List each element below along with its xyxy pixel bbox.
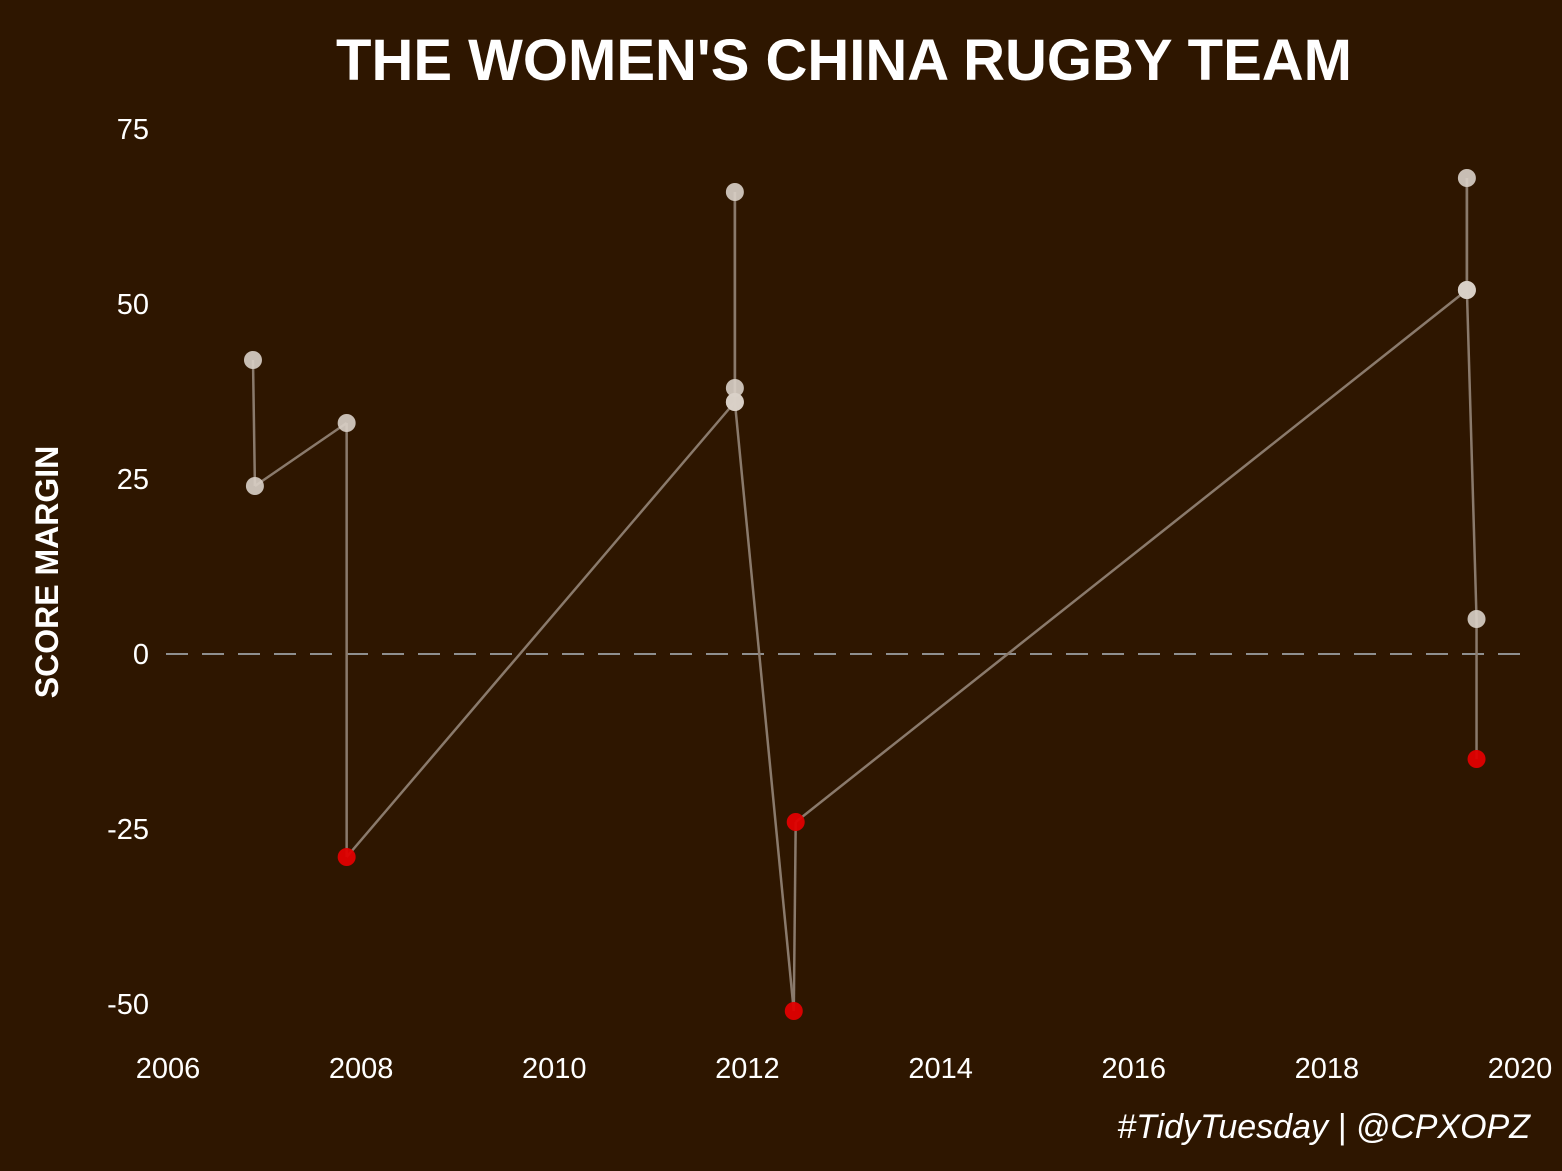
data-point-win xyxy=(1457,281,1476,299)
x-tick-label: 2012 xyxy=(715,1053,780,1085)
x-tick-label: 2016 xyxy=(1101,1053,1166,1085)
data-point-win xyxy=(725,393,744,411)
series-line-segment xyxy=(251,359,257,487)
data-point-win xyxy=(725,183,744,201)
data-point-win xyxy=(725,379,744,397)
chart-title: THE WOMEN'S CHINA RUGBY TEAM xyxy=(336,28,1352,93)
x-tick-label: 2008 xyxy=(329,1053,394,1085)
y-tick-label: 25 xyxy=(117,464,149,496)
data-point-win xyxy=(245,477,264,495)
y-tick-label: 50 xyxy=(117,289,149,321)
data-point-win xyxy=(337,414,356,432)
data-point-loss xyxy=(784,1002,803,1020)
series-line xyxy=(251,178,1478,1012)
x-tick-label: 2018 xyxy=(1295,1053,1360,1085)
data-point-win xyxy=(1467,610,1486,628)
data-point-loss xyxy=(786,813,805,831)
y-axis-label: SCORE MARGIN xyxy=(29,446,65,698)
series-line-segment xyxy=(345,401,736,858)
x-axis-ticks: 2006 2008 2010 2012 2014 2016 2018 2020 xyxy=(136,1053,1553,1085)
data-point-loss xyxy=(337,848,356,866)
series-line-segment xyxy=(792,821,797,1012)
x-tick-label: 2020 xyxy=(1488,1053,1553,1085)
series-line-segment xyxy=(733,401,796,1012)
series-line-segment xyxy=(254,421,348,488)
data-point-win xyxy=(243,351,262,369)
x-tick-label: 2014 xyxy=(908,1053,973,1085)
y-tick-label: 0 xyxy=(133,639,149,671)
data-point-win xyxy=(1457,169,1476,187)
x-tick-label: 2006 xyxy=(136,1053,201,1085)
y-tick-label: -50 xyxy=(107,989,149,1021)
y-tick-label: -25 xyxy=(107,814,149,846)
y-tick-label: 75 xyxy=(117,114,149,146)
data-point-loss xyxy=(1467,750,1486,768)
caption: #TidyTuesday | @CPXOPZ xyxy=(1117,1108,1531,1146)
series-line-segment xyxy=(1465,289,1478,620)
x-tick-label: 2010 xyxy=(522,1053,587,1085)
y-axis-ticks: 75 50 25 0 -25 -50 xyxy=(107,114,149,1021)
series-points xyxy=(243,169,1486,1020)
series-line-segment xyxy=(794,289,1468,823)
